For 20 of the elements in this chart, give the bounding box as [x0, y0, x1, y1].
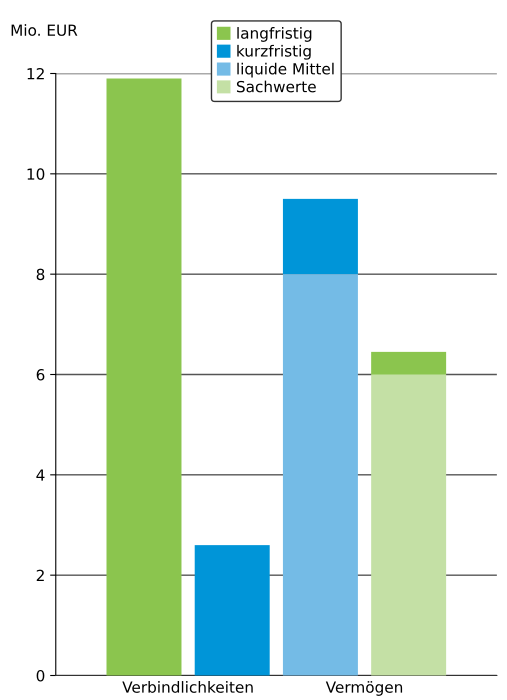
y-tick-label: 2 — [36, 570, 44, 581]
y-tick-label: 8 — [36, 268, 44, 280]
text: Vermögen — [326, 681, 402, 696]
text: Verbindlichkeiten — [122, 681, 253, 693]
bar — [194, 545, 270, 676]
legend-label: langfristig — [237, 27, 312, 42]
y-tick-label: 12 — [28, 68, 44, 80]
bar — [282, 198, 358, 274]
bar — [106, 78, 182, 676]
bar — [371, 352, 446, 374]
y-tick-label: 6 — [36, 368, 44, 381]
legend-label: liquide Mittel — [237, 62, 334, 78]
y-tick-label: 4 — [36, 470, 44, 481]
y-axis-title: Mio. EUR — [12, 24, 78, 36]
legend-label: kurzfristig — [237, 44, 311, 60]
bar — [282, 274, 358, 676]
y-tick-label: 0 — [36, 670, 44, 682]
y-tick-label: 10 — [28, 168, 44, 180]
bar — [371, 374, 446, 676]
legend-label: Sachwerte — [236, 80, 316, 92]
